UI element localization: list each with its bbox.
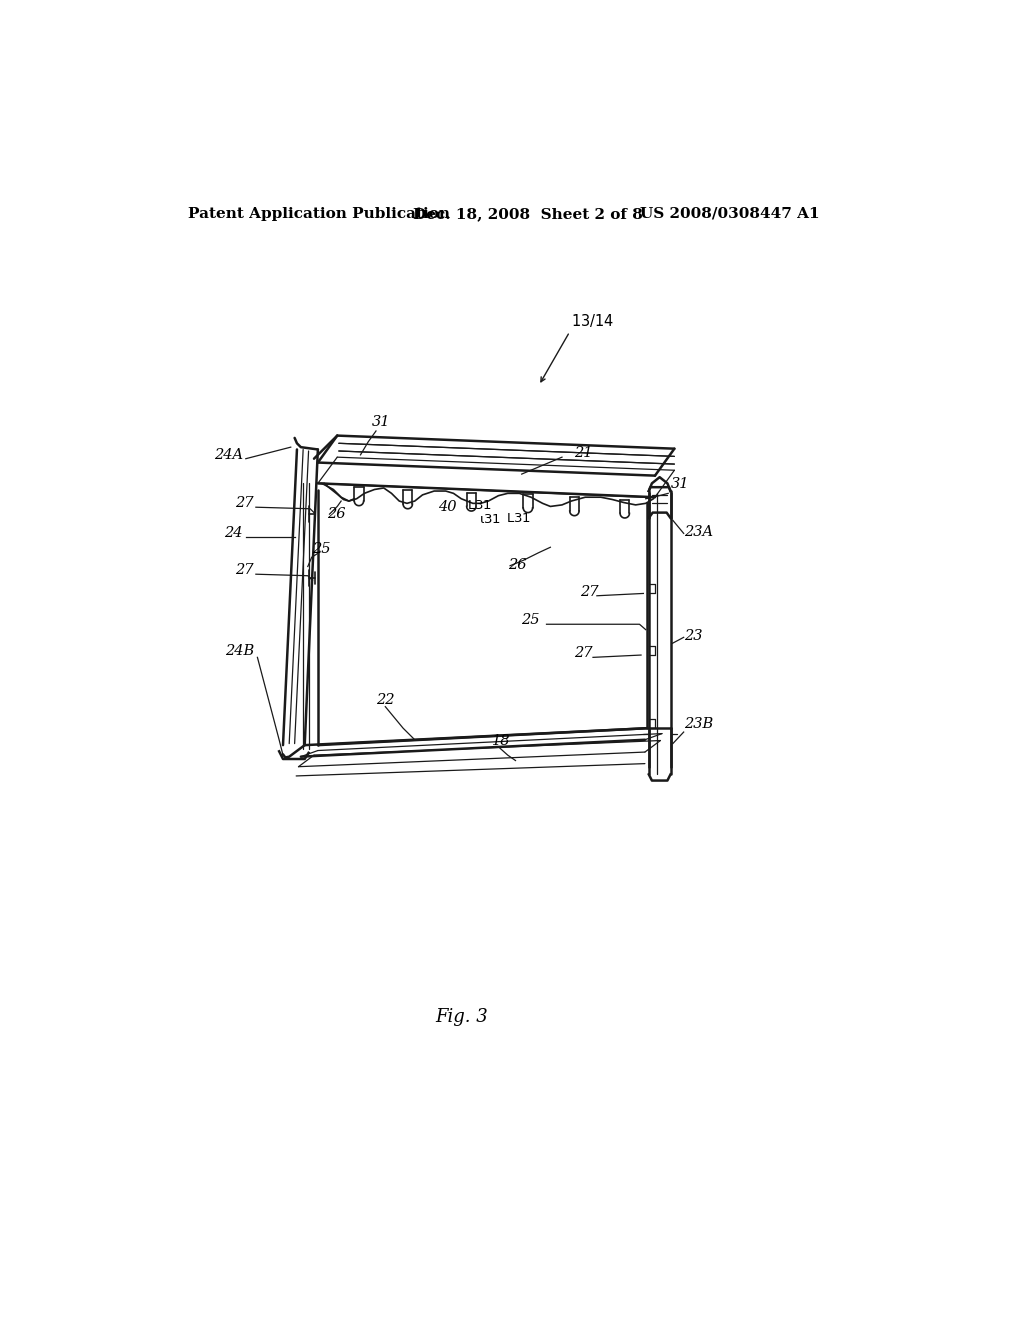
Text: $\mathsf{L}31$: $\mathsf{L}31$ xyxy=(506,512,531,525)
Text: 25: 25 xyxy=(311,543,330,557)
Text: 24A: 24A xyxy=(214,447,243,462)
Text: Patent Application Publication: Patent Application Publication xyxy=(188,207,451,220)
Text: 22: 22 xyxy=(376,693,394,706)
Text: $\mathsf{L}31$: $\mathsf{L}31$ xyxy=(467,499,492,512)
Text: 31: 31 xyxy=(372,414,390,429)
Text: 23A: 23A xyxy=(684,525,714,539)
Text: 21: 21 xyxy=(573,446,592,461)
Text: Dec. 18, 2008  Sheet 2 of 8: Dec. 18, 2008 Sheet 2 of 8 xyxy=(414,207,643,220)
Text: 23: 23 xyxy=(684,628,702,643)
Text: 23B: 23B xyxy=(684,717,714,731)
Text: 26: 26 xyxy=(328,507,346,521)
Text: 25: 25 xyxy=(521,614,540,627)
Text: 27: 27 xyxy=(573,647,592,660)
Text: Fig. 3: Fig. 3 xyxy=(435,1008,487,1026)
Text: 24B: 24B xyxy=(225,644,254,659)
Text: $\mathsf{\iota}31$: $\mathsf{\iota}31$ xyxy=(479,513,501,527)
Text: 18: 18 xyxy=(493,734,511,748)
Text: $13/14$: $13/14$ xyxy=(571,313,614,329)
Text: 40: 40 xyxy=(438,500,457,513)
Text: 27: 27 xyxy=(236,496,254,511)
Text: 24: 24 xyxy=(224,527,243,540)
Text: 31: 31 xyxy=(671,477,689,491)
Text: US 2008/0308447 A1: US 2008/0308447 A1 xyxy=(640,207,819,220)
Text: 27: 27 xyxy=(580,585,598,599)
Text: 26: 26 xyxy=(508,558,526,572)
Text: 27: 27 xyxy=(236,564,254,577)
